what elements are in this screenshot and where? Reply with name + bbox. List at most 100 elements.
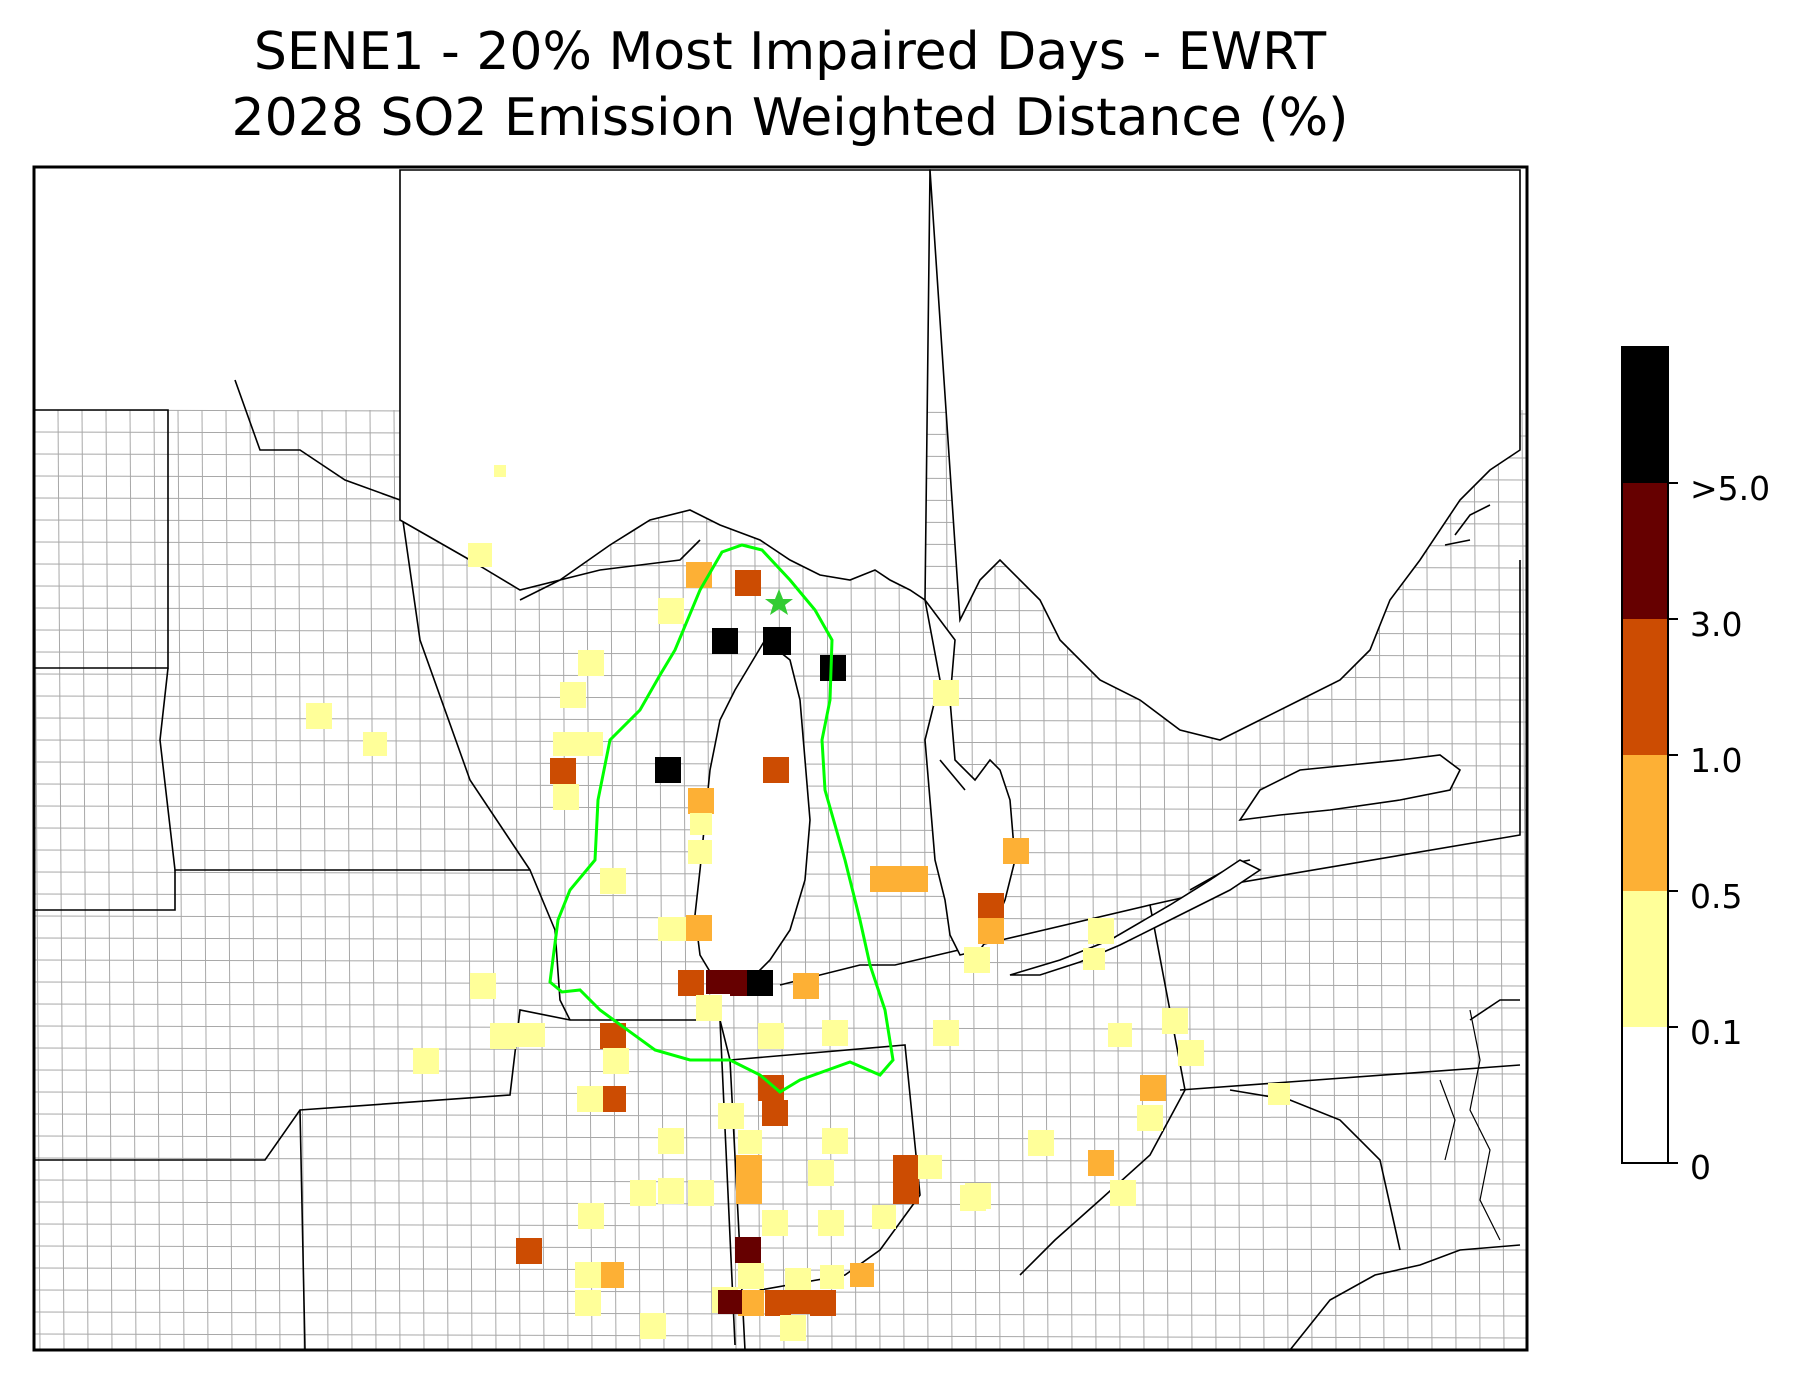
colorbar-tick-label: 0.5 [1690, 877, 1743, 916]
emission-cell [658, 1128, 684, 1154]
emission-cell [658, 598, 684, 624]
emission-cell [810, 1290, 836, 1316]
emission-cell [758, 1023, 784, 1049]
emission-cell [978, 893, 1004, 919]
emission-cell [706, 970, 730, 994]
emission-cell [747, 970, 773, 996]
emission-cell [736, 1155, 762, 1181]
map-area [34, 169, 1527, 1350]
colorbar-segment [1622, 347, 1668, 483]
emission-cell [933, 1020, 959, 1046]
colorbar-segment [1622, 483, 1668, 619]
emission-cell [763, 627, 791, 655]
emission-cell [758, 1075, 784, 1101]
emission-cell [688, 788, 714, 814]
colorbar-tick-label: 1.0 [1690, 741, 1743, 780]
emission-cell [893, 1155, 919, 1181]
emission-cell [1003, 838, 1029, 864]
emission-cell [577, 1086, 603, 1112]
emission-cell [1028, 1130, 1054, 1156]
emission-cell [690, 813, 712, 835]
emission-cell [718, 1103, 744, 1129]
emission-cell [494, 465, 506, 477]
emission-cell [1088, 918, 1114, 944]
emission-cell [1088, 1150, 1114, 1176]
emission-cell [470, 973, 496, 999]
colorbar-segment [1622, 891, 1668, 1027]
emission-cell [822, 1128, 848, 1154]
emission-cell [785, 1268, 811, 1294]
colorbar-tick-label: 0 [1690, 1148, 1711, 1187]
emission-cell [468, 543, 492, 567]
emission-cell [872, 1205, 896, 1229]
emission-cell [655, 757, 681, 783]
colorbar-segment [1622, 755, 1668, 891]
emission-cell [306, 703, 332, 729]
emission-cell [765, 1290, 791, 1316]
emission-cell [658, 1178, 684, 1204]
colorbar-tick-label: 0.1 [1690, 1013, 1743, 1052]
emission-cell [560, 682, 586, 708]
emission-cell [640, 1313, 666, 1339]
emission-cell [598, 1262, 624, 1288]
emission-cell [1083, 948, 1105, 970]
emission-cell [918, 1155, 942, 1179]
emission-cell [850, 1263, 874, 1287]
emission-cells [306, 465, 1290, 1341]
emission-cell [712, 628, 738, 654]
emission-cell [553, 784, 579, 810]
emission-cell [363, 732, 387, 756]
emission-cell [822, 1020, 848, 1046]
emission-cell [763, 757, 789, 783]
contour-line [548, 543, 895, 1094]
emission-cell [600, 1086, 626, 1112]
emission-cell [793, 973, 819, 999]
emission-cell [738, 1290, 764, 1316]
emission-cell [960, 1185, 986, 1211]
emission-cell [1108, 1023, 1132, 1047]
emission-cell [696, 995, 722, 1021]
colorbar [1621, 346, 1678, 1164]
emission-cell [736, 1178, 762, 1204]
emission-cell [762, 1210, 788, 1236]
emission-cell [762, 1100, 788, 1126]
emission-cell [718, 1290, 742, 1314]
emission-cell [578, 1203, 604, 1229]
colorbar-segment [1622, 1027, 1668, 1163]
emission-cell [513, 1023, 545, 1047]
emission-cell [820, 655, 846, 681]
emission-cell [678, 970, 704, 996]
emission-cell [688, 1180, 714, 1206]
emission-cell [413, 1048, 439, 1074]
colorbar-tick-label: 3.0 [1690, 605, 1743, 644]
map-title-line-1: SENE1 - 20% Most Impaired Days - EWRT [253, 22, 1327, 82]
emission-cell [578, 650, 604, 676]
emission-cell [575, 1262, 601, 1288]
emission-cell [735, 570, 761, 596]
emission-cell [808, 1160, 834, 1186]
emission-cell [893, 1178, 919, 1204]
emission-cell [870, 866, 928, 892]
emission-cell [603, 1048, 629, 1074]
emission-cell [1162, 1008, 1188, 1034]
emission-cell [688, 840, 712, 864]
emission-cell [553, 732, 603, 756]
emission-cell [1110, 1180, 1136, 1206]
emission-cell [630, 1180, 656, 1206]
emission-cell [964, 947, 990, 973]
emission-cell [550, 758, 576, 784]
colorbar-tick-label: >5.0 [1690, 469, 1771, 508]
colorbar-segment [1622, 619, 1668, 755]
emission-cell [575, 1290, 601, 1316]
emission-cell [600, 868, 626, 894]
coastlines [399, 169, 1521, 1241]
emission-cell [1140, 1075, 1166, 1101]
map-frame [32, 165, 1529, 1352]
site-star-icon [765, 589, 793, 615]
emission-cell [738, 1130, 762, 1154]
emission-cell [1137, 1105, 1163, 1131]
emission-cell [490, 1023, 516, 1049]
emission-cell [1268, 1083, 1290, 1105]
emission-cell [933, 680, 959, 706]
